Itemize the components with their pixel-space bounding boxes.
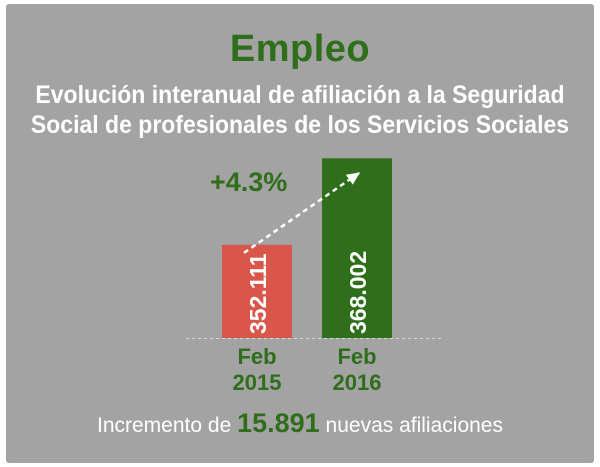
category-label-2015-line-1: Feb (237, 344, 276, 369)
footer-suffix: nuevas afiliaciones (325, 414, 503, 437)
category-label-2016-line-1: Feb (337, 344, 376, 369)
chart-title: Empleo (229, 28, 371, 70)
chart-subtitle: Evolución interanual de afiliación a la … (30, 80, 571, 140)
footer-prefix: Incremento de (97, 414, 232, 437)
value-label-2015: 352.111 (245, 253, 271, 334)
bar-2015 (222, 244, 292, 338)
footer-text: Incremento de 15.891 nuevas afiliaciones (6, 408, 594, 439)
growth-arrow-head (345, 172, 360, 185)
chart-card: Empleo Evolución interanual de afiliació… (6, 4, 594, 463)
subtitle-line-2: Social de profesionales de los Servicios… (30, 111, 570, 139)
growth-annotation: +4.3% (210, 167, 287, 197)
bar-2016 (322, 158, 392, 338)
subtitle-line-1: Evolución interanual de afiliación a la … (35, 81, 565, 109)
value-label-2016: 368.002 (345, 251, 371, 334)
category-label-2015-line-2: 2015 (233, 370, 282, 395)
growth-arrow-line (243, 171, 361, 254)
footer-number: 15.891 (237, 408, 320, 438)
category-label-2016-line-2: 2016 (333, 370, 382, 395)
